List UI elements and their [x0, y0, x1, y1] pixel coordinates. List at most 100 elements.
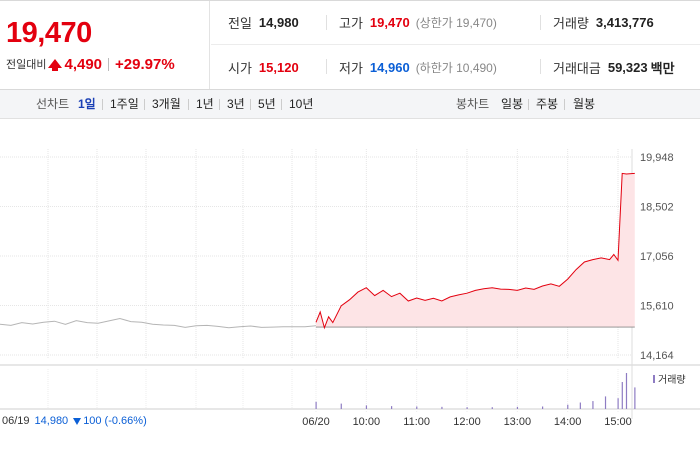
tab-divider: [219, 99, 220, 110]
y-tick-label: 15,610: [640, 301, 674, 313]
volume-legend: 거래량: [653, 371, 686, 386]
x-tick-label: 11:00: [403, 416, 430, 428]
x-tick-label: 15:00: [604, 416, 632, 428]
volume-bar: [466, 407, 468, 409]
volume-cell: 거래량 3,413,776: [540, 1, 700, 44]
amount-unit: 백만: [650, 60, 675, 76]
change-row: 전일대비 4,490 +29.97%: [6, 55, 175, 73]
y-axis-labels: 19,948 18,502 17,056 15,610 14,164: [640, 152, 674, 362]
volume-bars: [315, 373, 636, 409]
y-tick-label: 19,948: [640, 152, 674, 164]
open-label: 시가: [228, 60, 252, 76]
open-value: 15,120: [258, 59, 299, 75]
prev-close-label: 전일: [228, 16, 252, 31]
volume-label: 거래량: [553, 16, 589, 31]
upper-limit: (상한가 19,470): [415, 16, 497, 30]
y-tick-label: 17,056: [640, 251, 674, 263]
prev-day-line: [0, 317, 317, 329]
x-axis-labels: 06/20 10:00 11:00 12:00 13:00 14:00 15:00: [302, 416, 632, 428]
volume-bar: [365, 405, 368, 409]
x-tick-label: 14:00: [554, 416, 582, 428]
volume-bar: [625, 373, 628, 409]
change-percent: +29.97%: [115, 55, 175, 73]
stock-summary-panel: 19,470 전일대비 4,490 +29.97% 전일 14,980 고가 1…: [0, 0, 700, 90]
open-cell: 시가 15,120: [211, 45, 326, 89]
prev-day-summary: 06/19 14,980 100 (-0.66%): [2, 415, 147, 427]
up-arrow-icon: [48, 58, 63, 71]
divider: [108, 57, 110, 71]
low-cell: 저가 14,960 (하한가 10,490): [326, 45, 540, 89]
lower-limit: (하한가 10,490): [415, 60, 497, 75]
tab-3year[interactable]: 3년: [227, 97, 245, 111]
tab-10year[interactable]: 10년: [289, 97, 314, 111]
high-value: 19,470: [369, 15, 410, 30]
volume-value: 3,413,776: [595, 15, 654, 30]
x-tick-label: 12:00: [453, 416, 481, 428]
tab-weekly[interactable]: 주봉: [536, 97, 559, 111]
volume-bar: [315, 401, 317, 409]
info-row-1: 전일 14,980 고가 19,470 (상한가 19,470) 거래량 3,4…: [211, 1, 700, 45]
high-cell: 고가 19,470 (상한가 19,470): [326, 1, 540, 44]
volume-bar: [516, 406, 519, 409]
volume-grid: [47, 369, 619, 413]
volume-swatch: [653, 374, 655, 383]
y-tick-label: 14,164: [640, 350, 674, 362]
amount-label: 거래대금: [553, 60, 601, 76]
tab-divider: [281, 99, 282, 110]
volume-bar: [542, 406, 544, 409]
down-arrow-icon: [73, 417, 82, 425]
line-chart-label: 선차트: [36, 97, 70, 111]
price-chart[interactable]: 19,948 18,502 17,056 15,610 14,164 06/20 10:0…: [0, 119, 700, 450]
prev-day-date: 06/19: [2, 415, 30, 427]
info-row-2: 시가 15,120 저가 14,960 (하한가 10,490) 거래대금 59…: [211, 45, 700, 89]
volume-bar: [340, 403, 342, 409]
tab-divider: [250, 99, 251, 110]
today-area-fill: [316, 173, 635, 328]
today-price-line: [315, 172, 635, 330]
change-value: 4,490: [64, 55, 103, 73]
prev-day-change-pct: (-0.66%): [104, 415, 147, 427]
current-price: 19,470: [6, 17, 92, 49]
tab-3month[interactable]: 3개월: [152, 97, 181, 111]
tab-divider: [102, 99, 103, 110]
tab-divider: [188, 99, 189, 110]
tab-monthly[interactable]: 월봉: [573, 97, 596, 111]
tab-1day[interactable]: 1일: [78, 97, 96, 111]
volume-bar: [579, 402, 581, 409]
tab-divider: [528, 99, 529, 110]
volume-bar: [621, 382, 623, 409]
change-label: 전일대비: [6, 59, 47, 71]
volume-bar: [617, 398, 619, 409]
x-tick-label: 06/20: [302, 416, 330, 428]
prev-day-change: 100: [83, 415, 102, 427]
amount-cell: 거래대금 59,323 백만: [540, 45, 700, 89]
volume-bar: [391, 406, 393, 409]
volume-bar: [441, 406, 443, 409]
prev-close-value: 14,980: [258, 15, 299, 30]
volume-bar: [416, 406, 418, 409]
tab-divider: [144, 99, 145, 110]
y-tick-label: 18,502: [640, 202, 674, 214]
prev-close-cell: 전일 14,980: [211, 1, 326, 44]
x-tick-label: 13:00: [504, 416, 532, 428]
price-chart-svg: 19,948 18,502 17,056 15,610 14,164 06/20 10:0…: [0, 149, 700, 428]
high-label: 고가: [339, 16, 363, 31]
tab-1year[interactable]: 1년: [196, 97, 214, 111]
candle-chart-label: 봉차트: [456, 97, 490, 111]
low-label: 저가: [339, 60, 363, 76]
low-value: 14,960: [369, 59, 410, 75]
volume-bar: [491, 407, 493, 409]
volume-bar: [634, 387, 636, 409]
amount-value: 59,323: [607, 59, 648, 75]
tab-divider: [564, 99, 565, 110]
volume-bar: [604, 396, 607, 409]
chart-period-tabs: 선차트 1일 1주일 3개월 1년 3년 5년 10년 봉차트 일봉 주봉 월봉: [0, 90, 700, 119]
tab-daily[interactable]: 일봉: [501, 97, 524, 111]
volume-bar: [567, 404, 569, 409]
volume-legend-label: 거래량: [658, 375, 686, 386]
tab-1week[interactable]: 1주일: [110, 97, 139, 111]
current-price-box: 19,470 전일대비 4,490 +29.97%: [0, 1, 210, 89]
x-tick-label: 10:00: [353, 416, 381, 428]
tab-5year[interactable]: 5년: [258, 97, 276, 111]
volume-bar: [592, 401, 594, 409]
